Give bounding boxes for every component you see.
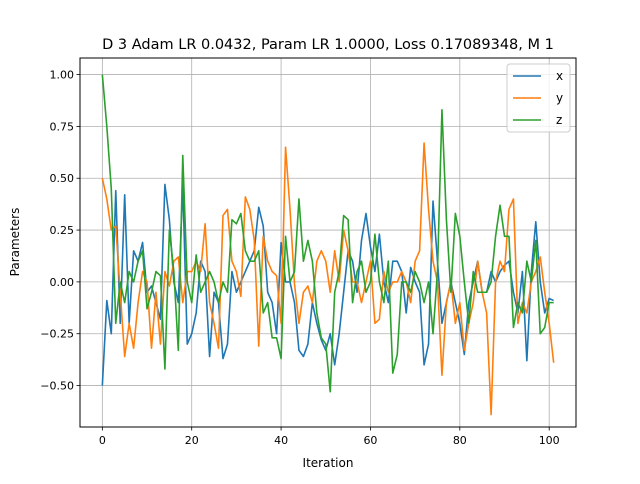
legend: xyz: [506, 63, 571, 133]
x-axis-label: Iteration: [303, 456, 354, 470]
legend-label-z: z: [556, 113, 562, 127]
legend-label-x: x: [556, 69, 563, 83]
y-tick-label: 0.25: [50, 224, 75, 237]
plot-frame: [79, 57, 577, 428]
axis-ticks: 0 20 40 60 80 100 −0.50 −0.25 0.00 0.25 0.50 0.75 1.…: [40, 69, 559, 447]
chart-title: D 3 Adam LR 0.0432, Param LR 1.0000, Los…: [102, 37, 554, 53]
y-tick-label: −0.50: [40, 380, 74, 393]
series-line-y: [101, 142, 555, 416]
y-tick-label: 1.00: [50, 69, 75, 82]
y-tick-label: 0.00: [50, 276, 75, 289]
y-tick-label: 0.75: [50, 120, 75, 133]
y-tick-label: −0.25: [40, 328, 74, 341]
legend-label-y: y: [556, 91, 563, 105]
x-tick-label: 20: [185, 434, 199, 447]
x-tick-label: 0: [99, 434, 106, 447]
x-tick-label: 60: [363, 434, 377, 447]
series-line-z: [101, 74, 554, 393]
y-axis-label: Parameters: [8, 208, 22, 277]
series-lines: [101, 74, 555, 416]
x-tick-label: 40: [274, 434, 288, 447]
x-tick-label: 80: [453, 434, 467, 447]
y-tick-label: 0.50: [50, 172, 75, 185]
x-tick-label: 100: [539, 434, 560, 447]
